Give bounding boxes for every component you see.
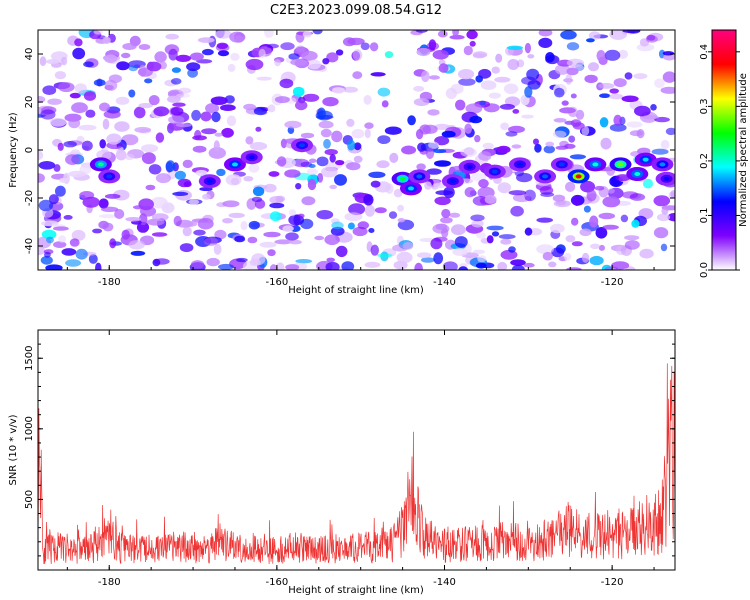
- signal-peak-core: [516, 162, 523, 167]
- heatmap-axes: -180 -160 -140 -120 40 20 0 -20 -40: [24, 30, 675, 288]
- signal-peak-core: [399, 176, 406, 181]
- signal-peak-core: [642, 157, 649, 162]
- signal-peak-core: [663, 176, 670, 181]
- snr-xlabel: Height of straight line (km): [288, 585, 424, 596]
- signal-peak-core: [617, 162, 624, 167]
- colorbar-tick-label: 0.4: [699, 44, 710, 60]
- snr-xtick-label: -160: [266, 577, 289, 588]
- heatmap-xtick-label: -120: [601, 277, 624, 288]
- figure-title: C2E3.2023.099.08.54.G12: [270, 3, 442, 18]
- colorbar-tick-label: 0.2: [699, 153, 710, 169]
- snr-ytick-label: 500: [24, 490, 35, 509]
- signal-peak-core: [106, 174, 113, 179]
- snr-xtick-label: -120: [601, 577, 624, 588]
- colorbar-gradient: [712, 30, 736, 270]
- heatmap-xtick-label: -160: [266, 277, 289, 288]
- signal-peak-core: [558, 162, 565, 167]
- colorbar-tick-label: 0.3: [699, 98, 710, 114]
- colorbar-tick-label: 0.0: [699, 262, 710, 278]
- signal-peak-core: [466, 164, 473, 169]
- heatmap-ytick-label: 40: [24, 48, 35, 61]
- heatmap-xtick-label: -180: [98, 277, 121, 288]
- colorbar: 0.0 0.1 0.2 0.3 0.4 Normalized spectral ampl…: [699, 29, 749, 278]
- snr-plot-area: [38, 363, 675, 565]
- heatmap-ytick-label: -20: [24, 190, 35, 206]
- heatmap-ytick-label: -40: [24, 238, 35, 254]
- heatmap-ytick-label: 0: [24, 147, 35, 153]
- signal-peak-core: [299, 143, 306, 148]
- snr-axes: -180 -160 -140 -120 500 1000 1500: [24, 330, 675, 588]
- signal-peak-core: [231, 162, 238, 167]
- signal-peak-core: [248, 155, 255, 160]
- snr-frame: [37, 329, 676, 571]
- snr-ylabel: SNR (10 * v/v): [8, 414, 19, 485]
- snr-xtick-label: -140: [433, 577, 456, 588]
- heatmap-image: [38, 30, 675, 270]
- heatmap-xlabel: Height of straight line (km): [288, 285, 424, 296]
- signal-peak-core: [575, 174, 582, 179]
- heatmap-panel: -180 -160 -140 -120 40 20 0 -20 -40 Height of st…: [8, 29, 676, 296]
- snr-series-line: [38, 363, 675, 565]
- colorbar-axes: 0.0 0.1 0.2 0.3 0.4: [699, 29, 740, 278]
- signal-peak-core: [416, 174, 423, 179]
- signal-peak-core: [206, 179, 213, 184]
- heatmap-ytick-label: 20: [24, 96, 35, 109]
- signal-peak-core: [491, 169, 498, 174]
- colorbar-label: Normalized spectral amplitude: [738, 73, 749, 227]
- signal-peak-core: [634, 172, 641, 176]
- signal-peak-core: [542, 174, 549, 179]
- signal-peak-core: [659, 162, 666, 167]
- snr-ytick-label: 1000: [24, 416, 35, 441]
- snr-xtick-label: -180: [98, 577, 121, 588]
- heatmap-xtick-label: -140: [433, 277, 456, 288]
- snr-panel: -180 -160 -140 -120 500 1000 1500 Height of st…: [8, 329, 676, 596]
- signal-peak-core: [592, 162, 599, 167]
- signal-peak-core: [449, 179, 456, 184]
- signal-peak-core: [97, 162, 104, 167]
- colorbar-tick-label: 0.1: [699, 208, 710, 224]
- heatmap-ylabel: Frequency (Hz): [8, 112, 19, 188]
- signal-peak-core: [407, 186, 414, 191]
- snr-ytick-label: 1500: [24, 346, 35, 371]
